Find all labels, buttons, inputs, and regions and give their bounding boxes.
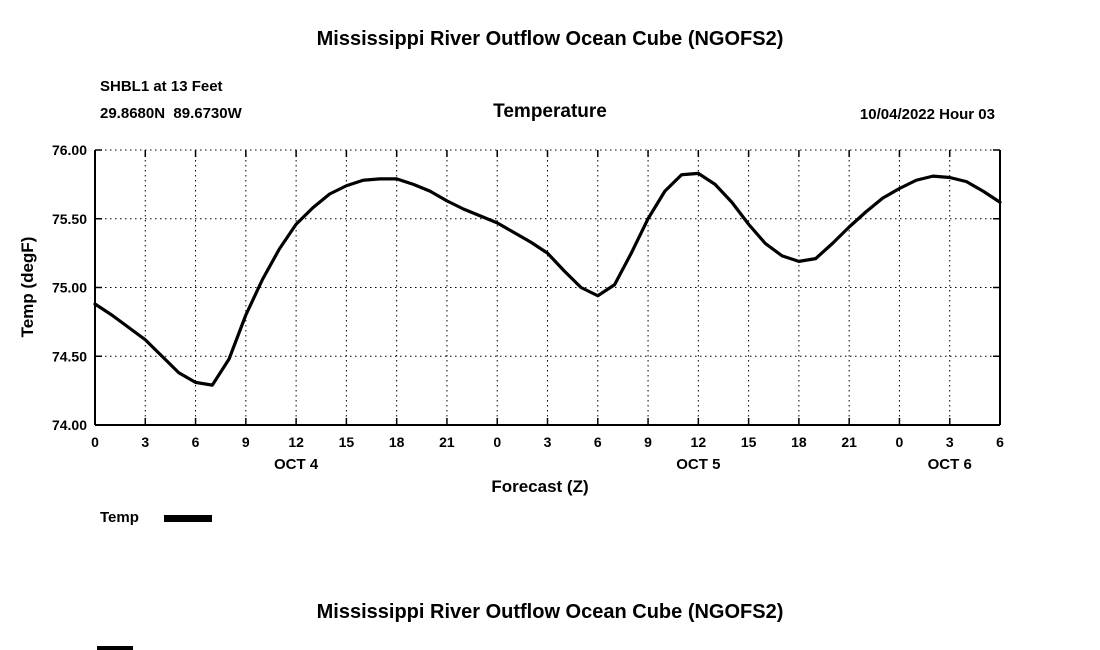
- svg-text:9: 9: [242, 434, 250, 450]
- svg-text:0: 0: [896, 434, 904, 450]
- svg-text:76.00: 76.00: [52, 142, 87, 158]
- svg-text:15: 15: [339, 434, 355, 450]
- svg-text:12: 12: [691, 434, 707, 450]
- svg-text:0: 0: [91, 434, 99, 450]
- svg-text:75.50: 75.50: [52, 211, 87, 227]
- svg-text:3: 3: [946, 434, 954, 450]
- svg-text:9: 9: [644, 434, 652, 450]
- x-axis-label: Forecast (Z): [491, 477, 589, 496]
- gridlines: [95, 149, 1000, 425]
- legend-temp-label: Temp: [100, 509, 139, 526]
- svg-text:75.00: 75.00: [52, 280, 87, 296]
- svg-text:18: 18: [791, 434, 807, 450]
- svg-text:21: 21: [841, 434, 857, 450]
- plot-title: Temperature: [493, 101, 607, 122]
- legend-temp-line-swatch: [164, 515, 212, 522]
- svg-text:15: 15: [741, 434, 757, 450]
- svg-text:18: 18: [389, 434, 405, 450]
- svg-text:6: 6: [192, 434, 200, 450]
- svg-text:74.50: 74.50: [52, 348, 87, 364]
- temp-series-line: [93, 171, 1002, 387]
- station-coordinates: 29.8680N 89.6730W: [100, 105, 242, 122]
- svg-text:3: 3: [141, 434, 149, 450]
- next-chart-title: Mississippi River Outflow Ocean Cube (NG…: [316, 601, 784, 623]
- axes: [94, 149, 1001, 426]
- cropped-next-chart-text: [97, 646, 133, 650]
- station-label: SHBL1 at 13 Feet: [100, 78, 223, 95]
- page-title: Mississippi River Outflow Ocean Cube (NG…: [316, 28, 784, 50]
- svg-text:21: 21: [439, 434, 455, 450]
- svg-text:OCT 4: OCT 4: [274, 456, 319, 473]
- svg-text:OCT 6: OCT 6: [928, 456, 972, 473]
- svg-text:3: 3: [544, 434, 552, 450]
- model-run-info: 10/04/2022 Hour 03: [859, 106, 995, 123]
- svg-text:74.00: 74.00: [52, 417, 87, 433]
- svg-text:OCT 5: OCT 5: [676, 456, 720, 473]
- svg-text:12: 12: [288, 434, 304, 450]
- svg-text:6: 6: [996, 434, 1004, 450]
- tick-labels: 0 3 6 9 12 15 18 21 0 3 6 9 12 15 18 21 0 3 6 74.00 74.50 75.…: [52, 142, 1004, 473]
- svg-text:0: 0: [493, 434, 501, 450]
- svg-text:6: 6: [594, 434, 602, 450]
